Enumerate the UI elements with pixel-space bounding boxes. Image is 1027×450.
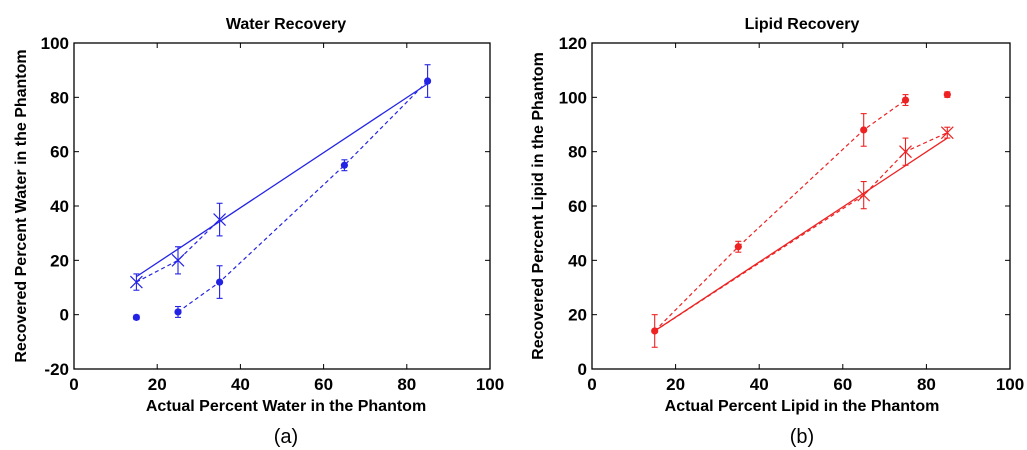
x-tick-label: 80 xyxy=(917,375,936,394)
y-axis-label-water: Recovered Percent Water in the Phantom xyxy=(13,49,30,362)
data-point-dot xyxy=(651,327,659,335)
x-tick-label: 0 xyxy=(587,375,596,394)
data-point-dot xyxy=(340,161,348,169)
data-point-x xyxy=(940,126,954,140)
data-point-dot xyxy=(132,313,140,321)
x-tick-label: 0 xyxy=(69,375,78,394)
caption-b: (b) xyxy=(790,426,814,448)
x-marker-stroke xyxy=(213,213,227,227)
data-point-x xyxy=(899,145,912,159)
data-point-x xyxy=(213,213,227,227)
dashed-line xyxy=(177,80,429,313)
data-point-x xyxy=(857,188,871,202)
x-tick-label: 60 xyxy=(833,375,852,394)
plot-area-lipid: 0 20 40 60 80 100 0 20 40 60 80 100 120 xyxy=(559,34,1025,394)
caption-a: (a) xyxy=(274,426,298,448)
y-tick-label: 40 xyxy=(50,197,69,216)
dashed-line xyxy=(654,99,906,332)
x-tick-label: 100 xyxy=(996,375,1024,394)
y-tick-label: 60 xyxy=(50,143,69,162)
data-point-dot xyxy=(734,243,742,251)
y-tick-label: 100 xyxy=(41,34,69,53)
x-marker-stroke xyxy=(171,253,185,267)
x-tick-label: 20 xyxy=(666,375,685,394)
chart-title-water: Water Recovery xyxy=(226,16,346,33)
data-point-x xyxy=(171,253,185,267)
y-tick-label: 60 xyxy=(568,197,587,216)
dashed-line xyxy=(654,132,948,332)
y-tick-label: 20 xyxy=(50,251,69,270)
y-tick-label: -20 xyxy=(44,360,69,379)
x-tick-label: 100 xyxy=(476,375,504,394)
chart-title-lipid: Lipid Recovery xyxy=(745,16,860,33)
x-marker-stroke xyxy=(129,275,143,289)
x-marker-stroke xyxy=(940,126,954,140)
x-tick-label: 20 xyxy=(148,375,167,394)
data-point-dot xyxy=(174,308,182,316)
x-tick-label: 40 xyxy=(750,375,769,394)
y-tick-label: 80 xyxy=(50,88,69,107)
x-tick-label: 60 xyxy=(314,375,333,394)
x-axis-label-water: Actual Percent Water in the Phantom xyxy=(146,398,426,415)
panel-lipid-recovery: Lipid Recovery Actual Percent Lipid in t… xyxy=(530,16,1024,448)
dashed-line xyxy=(136,219,221,283)
data-point-dot xyxy=(424,77,432,85)
data-point-dot xyxy=(943,91,951,99)
y-axis-label-lipid: Recovered Percent Lipid in the Phantom xyxy=(530,52,547,360)
data-point-dot xyxy=(216,278,224,286)
x-marker-stroke xyxy=(857,188,871,202)
x-axis-label-lipid: Actual Percent Lipid in the Phantom xyxy=(665,398,940,415)
x-tick-label: 40 xyxy=(231,375,250,394)
fit-line xyxy=(136,83,428,278)
data-point-dot xyxy=(860,126,868,134)
y-tick-label: 20 xyxy=(568,306,587,325)
data-point-x xyxy=(129,275,143,289)
y-tick-label: 100 xyxy=(559,88,587,107)
y-tick-label: 0 xyxy=(578,360,587,379)
data-point-dot xyxy=(901,96,910,104)
y-tick-label: 0 xyxy=(60,306,69,325)
y-tick-label: 40 xyxy=(568,251,587,270)
x-marker-stroke xyxy=(899,145,912,159)
y-tick-label: 120 xyxy=(559,34,587,53)
x-tick-label: 80 xyxy=(397,375,416,394)
panel-water-recovery: Water Recovery Actual Percent Water in t… xyxy=(13,16,504,448)
y-tick-label: 80 xyxy=(568,143,587,162)
